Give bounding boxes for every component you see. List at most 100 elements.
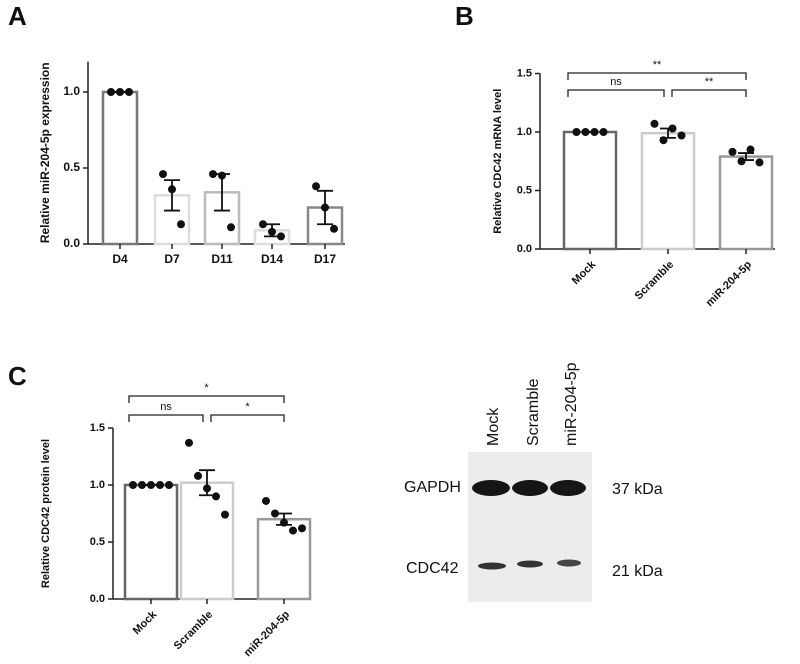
data-point: [125, 88, 133, 96]
y-tick-label: 1.0: [63, 84, 80, 98]
blot-band: [557, 559, 581, 567]
data-point: [599, 128, 608, 136]
y-tick-label: 1.0: [517, 126, 532, 138]
significance-label: **: [653, 59, 662, 71]
bar: [179, 481, 235, 601]
error-bar: [214, 173, 230, 212]
data-point: [271, 509, 279, 518]
significance-bracket: [128, 395, 285, 403]
y-tick-label: 1.0: [90, 479, 105, 491]
x-tick-label: miR-204-5p: [242, 608, 293, 659]
size-label: 37 kDa: [612, 481, 663, 498]
data-point: [312, 182, 320, 191]
x-tick-label: D17: [314, 252, 336, 266]
protein-label: GAPDH: [404, 479, 461, 496]
data-point: [677, 131, 686, 140]
data-point: [185, 438, 193, 447]
error-bar: [317, 189, 333, 226]
error-bar: [276, 512, 292, 526]
x-tick-label: miR-204-5p: [704, 258, 755, 309]
data-point: [298, 524, 306, 533]
significance-bracket: [567, 72, 747, 80]
significance-bracket: [671, 89, 747, 97]
data-point: [209, 170, 217, 179]
data-point: [227, 223, 235, 232]
x-tick-label: D7: [164, 252, 180, 266]
significance-bracket: [210, 414, 285, 422]
data-point: [259, 220, 267, 229]
blot-band: [550, 480, 586, 496]
data-point: [746, 145, 755, 154]
data-point: [177, 220, 185, 229]
y-tick-label: 0.0: [517, 243, 532, 255]
significance-bracket: [128, 414, 204, 422]
blot-band: [517, 560, 543, 568]
error-bar: [738, 152, 754, 161]
blot-band: [472, 480, 510, 496]
data-point: [289, 526, 297, 535]
x-tick-label: Scramble: [633, 259, 677, 303]
y-tick-label: 1.5: [517, 67, 532, 79]
data-point: [262, 496, 270, 505]
size-label: 21 kDa: [612, 563, 663, 580]
data-point: [755, 158, 764, 167]
bar: [640, 131, 696, 251]
y-tick-label: 0.5: [517, 184, 532, 196]
bar: [123, 483, 179, 601]
significance-bracket: [567, 89, 665, 97]
significance-label: ns: [160, 401, 172, 413]
significance-label: ns: [610, 76, 622, 88]
western-blot: Mock Scramble miR-204-5p GAPDH CDC42 37 …: [404, 362, 663, 602]
data-point: [572, 128, 581, 136]
data-point: [212, 492, 220, 501]
data-point: [159, 170, 167, 179]
panel-letter: B: [455, 1, 474, 31]
error-bar: [264, 223, 280, 238]
bar: [562, 130, 618, 251]
lane-label: Scramble: [525, 378, 542, 446]
blot-membrane: [468, 452, 592, 602]
significance-label: *: [204, 382, 209, 394]
lane-label: Mock: [485, 407, 502, 446]
y-tick-label: 0.0: [63, 236, 80, 250]
x-tick-label: D4: [112, 252, 128, 266]
data-point: [221, 510, 229, 519]
significance-label: **: [705, 76, 714, 88]
y-axis-label: Relative CDC42 protein level: [40, 439, 52, 588]
x-tick-label: D11: [211, 252, 233, 266]
data-point: [138, 481, 146, 489]
panel-letter: A: [8, 1, 27, 31]
data-point: [330, 224, 338, 233]
y-tick-label: 0.0: [90, 593, 105, 605]
data-point: [129, 481, 137, 489]
protein-label: CDC42: [406, 560, 459, 577]
data-point: [737, 157, 746, 166]
x-tick-label: Mock: [570, 258, 599, 287]
blot-band: [512, 480, 548, 496]
data-point: [107, 88, 115, 96]
data-point: [194, 471, 202, 480]
y-tick-label: 1.5: [90, 422, 105, 434]
bar: [718, 155, 774, 251]
data-point: [165, 481, 173, 489]
x-tick-label: Scramble: [172, 609, 216, 653]
data-point: [156, 481, 164, 489]
lane-label: miR-204-5p: [563, 362, 580, 446]
x-tick-label: D14: [261, 252, 283, 266]
y-tick-label: 0.5: [63, 160, 80, 174]
panel-letter: C: [8, 361, 27, 391]
data-point: [277, 232, 285, 241]
error-bar: [660, 127, 676, 139]
data-point: [650, 119, 659, 128]
y-tick-label: 0.5: [90, 536, 105, 548]
error-bar: [199, 469, 215, 497]
data-point: [728, 147, 737, 156]
significance-label: *: [245, 401, 250, 413]
y-axis-label: Relative CDC42 mRNA level: [492, 89, 504, 234]
error-bar: [164, 179, 180, 212]
y-axis-label: Relative miR-204-5p expression: [38, 62, 52, 243]
bar: [101, 90, 139, 246]
x-tick-label: Mock: [131, 608, 160, 637]
blot-band: [478, 562, 506, 570]
